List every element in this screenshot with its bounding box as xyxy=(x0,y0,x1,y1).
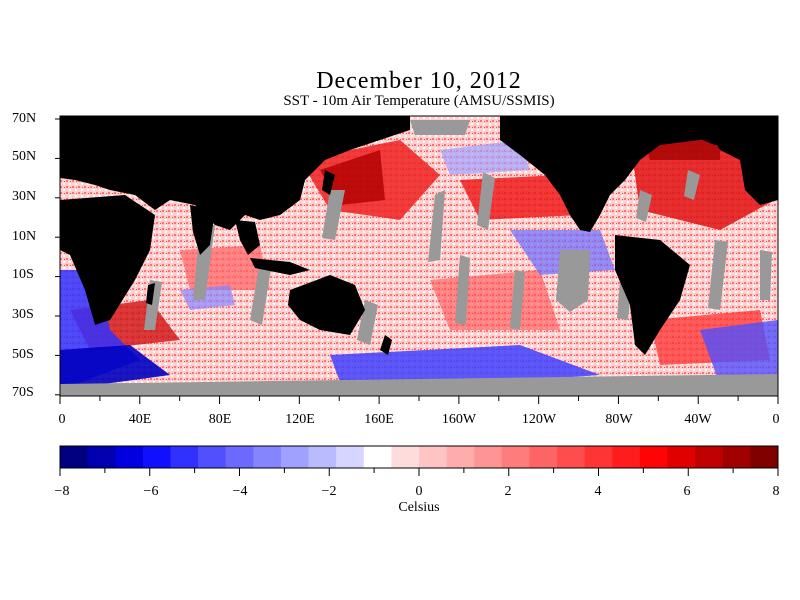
colorbar-cell xyxy=(667,446,696,468)
no-data-swath xyxy=(760,250,772,300)
no-data-swath xyxy=(477,172,495,230)
no-data-swath xyxy=(636,190,652,222)
colorbar-label: −2 xyxy=(321,484,337,499)
map-title: December 10, 2012 xyxy=(316,68,522,94)
land-africa xyxy=(60,195,155,325)
cold-region-southeast-atlantic xyxy=(700,320,778,385)
land-japan xyxy=(322,170,335,195)
lon-label-0: 0 xyxy=(58,412,66,427)
colorbar-label: 8 xyxy=(772,484,780,499)
lat-label-30n: 30N xyxy=(12,189,37,204)
colorbar-cell xyxy=(170,446,199,468)
lat-label-50n: 50N xyxy=(12,149,37,164)
colorbar-ticks xyxy=(59,468,779,476)
colorbar-cell xyxy=(695,446,724,468)
no-data-arctic-patch xyxy=(410,120,470,135)
land-south-america xyxy=(615,235,690,355)
colorbar-cell xyxy=(612,446,641,468)
colorbar-cell xyxy=(363,446,392,468)
colorbar-cell xyxy=(419,446,448,468)
colorbar-cell xyxy=(529,446,558,468)
colorbar-cell xyxy=(115,446,144,468)
colorbar-cell xyxy=(501,446,530,468)
lat-label-70n: 70N xyxy=(12,111,37,126)
colorbar-label: −4 xyxy=(232,484,248,499)
colorbar xyxy=(60,446,779,468)
cold-region-north-pacific xyxy=(440,140,530,175)
colorbar-cell xyxy=(253,446,282,468)
no-data-swath xyxy=(428,190,445,262)
colorbar-cell xyxy=(722,446,751,468)
colorbar-label: 2 xyxy=(504,484,512,499)
land-new-zealand xyxy=(380,335,392,355)
land-masses xyxy=(60,116,778,355)
colorbar-cell xyxy=(557,446,586,468)
lon-label-40w: 40W xyxy=(684,412,712,427)
colorbar-cell xyxy=(639,446,669,468)
colorbar-units: Celsius xyxy=(398,500,440,515)
lat-label-30s: 30S xyxy=(12,307,34,322)
no-data-swath xyxy=(455,255,470,325)
colorbar-cell xyxy=(750,446,779,468)
colorbar-cell xyxy=(336,446,365,468)
land-australia xyxy=(288,275,365,335)
lat-label-10n: 10N xyxy=(12,229,37,244)
land-north-america xyxy=(500,116,778,232)
lat-label-50s: 50S xyxy=(12,347,34,362)
colorbar-label: 4 xyxy=(594,484,602,499)
colorbar-cell xyxy=(584,446,613,468)
colorbar-label: −6 xyxy=(143,484,159,499)
no-data-antarctic xyxy=(60,374,778,396)
no-data-swath xyxy=(556,250,590,312)
no-data-swath xyxy=(684,170,700,200)
colorbar-cell xyxy=(474,446,503,468)
land-southeast-asia xyxy=(235,220,260,255)
colorbar-cell xyxy=(391,446,420,468)
land-india xyxy=(190,205,215,255)
cold-region-indian-ocean xyxy=(180,285,235,310)
lon-label-40e: 40E xyxy=(128,412,152,427)
colorbar-cell xyxy=(198,446,227,468)
colorbar-cell xyxy=(308,446,337,468)
lon-label-120e: 120E xyxy=(285,412,315,427)
no-data-swath xyxy=(708,240,728,310)
lon-label-160e: 160E xyxy=(364,412,394,427)
colorbar-label: 0 xyxy=(415,484,423,499)
colorbar-cell xyxy=(60,446,89,468)
colorbar-cell xyxy=(280,446,310,468)
colorbar-cell xyxy=(87,446,116,468)
cold-region-southern-indian xyxy=(60,345,170,390)
land-indonesia xyxy=(250,258,310,275)
lon-label-80w: 80W xyxy=(605,412,633,427)
lon-label-80e: 80E xyxy=(208,412,232,427)
longitude-ticks xyxy=(59,396,779,404)
no-data-swath xyxy=(357,300,378,345)
colorbar-cell xyxy=(142,446,171,468)
land-madagascar xyxy=(146,283,155,305)
lat-label-10s: 10S xyxy=(12,267,34,282)
lon-label-160w: 160W xyxy=(441,412,477,427)
map-subtitle: SST - 10m Air Temperature (AMSU/SSMIS) xyxy=(283,93,555,109)
colorbar-label: 6 xyxy=(683,484,691,499)
colorbar-cell xyxy=(446,446,475,468)
warm-region-south-pacific xyxy=(430,270,560,330)
no-data-swath xyxy=(322,190,345,240)
land-eurasia xyxy=(60,116,410,230)
lon-label-120w: 120W xyxy=(521,412,557,427)
land-europe xyxy=(700,116,778,205)
no-data-swath xyxy=(250,260,272,325)
colorbar-label: −8 xyxy=(54,484,70,499)
lat-label-70s: 70S xyxy=(12,385,34,400)
colorbar-cell xyxy=(225,446,254,468)
lon-label-0-east: 0 xyxy=(772,412,780,427)
latitude-ticks xyxy=(55,118,60,396)
no-data-swath xyxy=(510,270,525,330)
cold-region-southern-pacific xyxy=(330,345,600,388)
